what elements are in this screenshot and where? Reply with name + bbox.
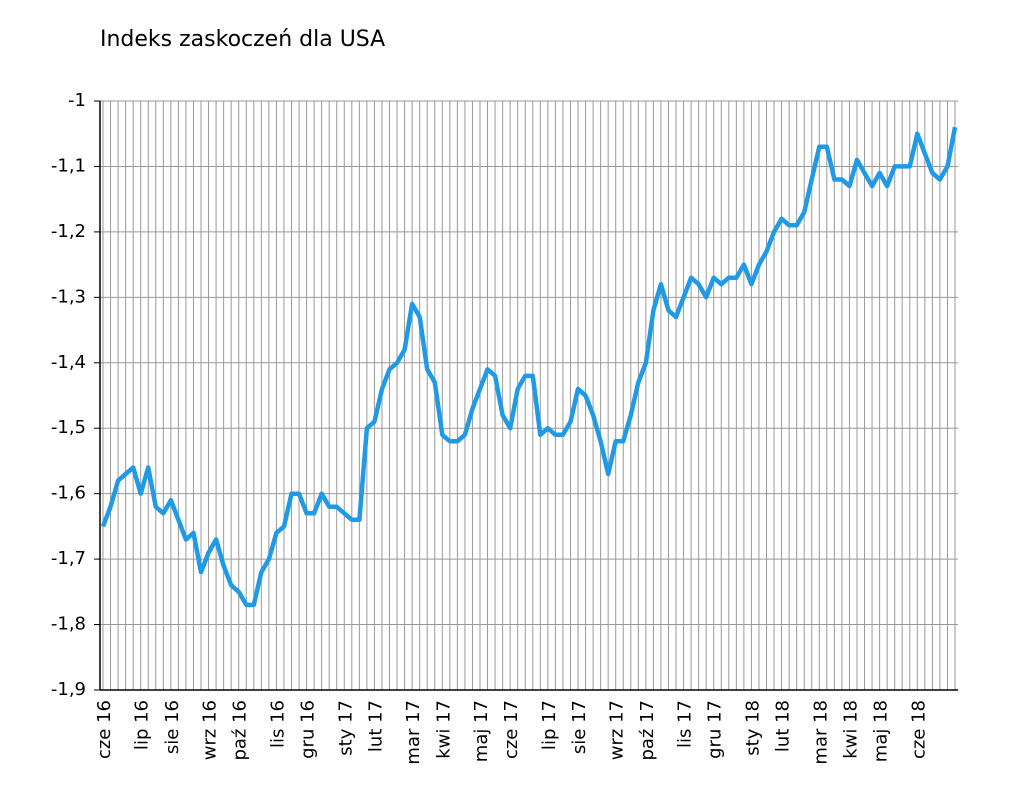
x-tick-label: sie 16: [162, 700, 183, 754]
x-tick-label: kwi 17: [433, 700, 454, 759]
x-tick-label: lip 17: [539, 700, 560, 750]
x-tick-label: cze 16: [94, 700, 115, 759]
x-tick-label: mar 18: [810, 700, 831, 765]
x-tick-label: cze 17: [501, 700, 522, 759]
y-tick-label: -1,9: [51, 679, 86, 700]
x-tick-label: paź 16: [230, 700, 251, 761]
x-tick-label: gru 16: [298, 700, 319, 759]
y-tick-label: -1,7: [51, 548, 86, 569]
x-tick-label: sie 17: [569, 700, 590, 754]
y-tick-label: -1,1: [51, 155, 86, 176]
x-tick-label: sty 17: [335, 700, 356, 756]
x-tick-label: wrz 16: [200, 700, 221, 760]
x-tick-label: maj 18: [871, 700, 892, 762]
x-tick-label: lis 16: [267, 700, 288, 748]
x-tick-label: wrz 17: [607, 700, 628, 760]
x-tick-label: mar 17: [403, 700, 424, 765]
x-tick-label: kwi 18: [840, 700, 861, 759]
data-line: [100, 126, 958, 608]
x-tick-label: lut 17: [365, 700, 386, 752]
y-tick-label: -1,8: [51, 614, 86, 635]
x-tick-label: sty 18: [742, 700, 763, 756]
y-tick-label: -1,3: [51, 286, 86, 307]
chart-title: Indeks zaskoczeń dla USA: [100, 27, 385, 52]
y-tick-label: -1,5: [51, 417, 86, 438]
y-tick-label: -1,4: [51, 352, 86, 373]
x-tick-label: lis 17: [675, 700, 696, 748]
x-tick-label: lut 18: [773, 700, 794, 752]
y-tick-label: -1,6: [51, 483, 86, 504]
x-tick-label: cze 18: [908, 700, 929, 759]
x-tick-label: paź 17: [637, 700, 658, 761]
y-tick-label: -1: [68, 90, 86, 111]
y-tick-label: -1,2: [51, 221, 86, 242]
x-tick-label: maj 17: [471, 700, 492, 762]
x-tick-label: lip 16: [132, 700, 153, 750]
x-tick-label: gru 17: [705, 700, 726, 759]
